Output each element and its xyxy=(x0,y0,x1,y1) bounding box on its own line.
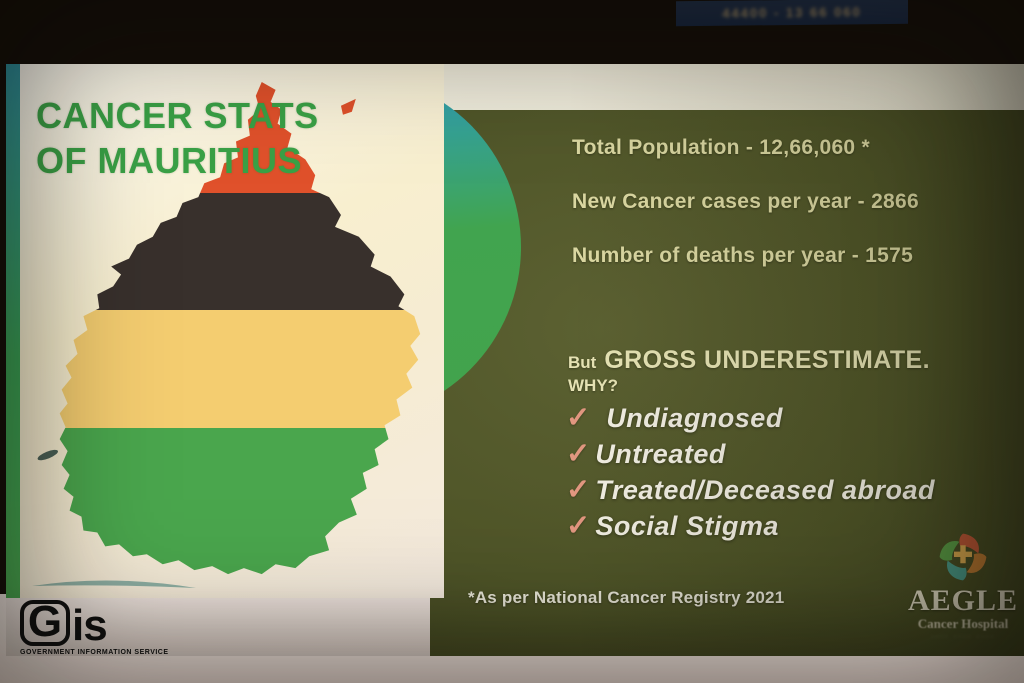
emphasis-prefix: But xyxy=(568,353,597,372)
check-icon: ✓ xyxy=(566,474,591,506)
reason-label: Treated/Deceased abroad xyxy=(595,475,935,505)
footnote: *As per National Cancer Registry 2021 xyxy=(468,588,785,607)
reasons-list: ✓ Undiagnosed ✓ Untreated ✓ Treated/Dece… xyxy=(566,400,935,544)
aegle-logo-mark xyxy=(939,533,987,581)
reason-label: Undiagnosed xyxy=(606,403,783,433)
mauritius-island-shape xyxy=(59,81,421,575)
small-islet xyxy=(37,449,58,461)
screen-above-strip: 44400 - 13 66 060 xyxy=(676,0,908,27)
stat-new-cases: New Cancer cases per year - 2866 xyxy=(572,190,919,213)
slide-title-line1: CANCER STATS xyxy=(36,95,319,136)
check-icon: ✓ xyxy=(566,402,591,434)
gis-g-box: G xyxy=(20,600,70,646)
mauritius-map xyxy=(37,81,421,575)
aegle-subtitle: Cancer Hospital xyxy=(917,616,1009,631)
gis-is-text: is xyxy=(72,600,108,650)
slide-title: CANCER STATS OF MAURITIUS xyxy=(36,94,319,183)
emphasis-question: WHY? xyxy=(568,376,619,395)
left-accent-strip xyxy=(6,64,20,598)
slide-canvas: CANCER STATS OF MAURITIUS Total Populati… xyxy=(6,64,1024,656)
aegle-tagline: ···· ···· ···· xyxy=(930,631,996,641)
check-icon: ✓ xyxy=(566,438,591,470)
reason-item: ✓ Untreated xyxy=(566,436,935,472)
check-icon: ✓ xyxy=(566,510,591,542)
slide-title-line2: OF MAURITIUS xyxy=(36,139,302,181)
stats-background-panel xyxy=(430,110,1024,656)
stat-deaths: Number of deaths per year - 1575 xyxy=(572,244,914,267)
aegle-wordmark: AEGLE xyxy=(907,584,1019,617)
gis-logo: G is GOVERNMENT INFORMATION SERVICE xyxy=(20,600,180,656)
reason-label: Social Stigma xyxy=(595,511,779,541)
emphasis-line: But GROSS UNDERESTIMATE. xyxy=(568,346,930,375)
reason-item: ✓ Treated/Deceased abroad xyxy=(566,472,935,508)
aegle-logo: AEGLE Cancer Hospital ···· ···· ···· xyxy=(892,530,1024,641)
gis-wordmark: G is xyxy=(20,600,180,650)
reason-item: ✓ Undiagnosed xyxy=(566,400,935,436)
screen-above-faint-text: 44400 - 13 66 060 xyxy=(722,4,862,21)
reason-item: ✓ Social Stigma xyxy=(566,508,935,544)
stat-total-population: Total Population - 12,66,060 * xyxy=(572,136,871,159)
gis-caption: GOVERNMENT INFORMATION SERVICE xyxy=(20,649,169,656)
map-swoosh-shape xyxy=(32,580,196,588)
map-content-panel: CANCER STATS OF MAURITIUS xyxy=(20,64,444,598)
emphasis-main: GROSS UNDERESTIMATE. xyxy=(604,346,930,374)
islet-marker xyxy=(340,98,356,115)
reason-label: Untreated xyxy=(595,439,726,469)
